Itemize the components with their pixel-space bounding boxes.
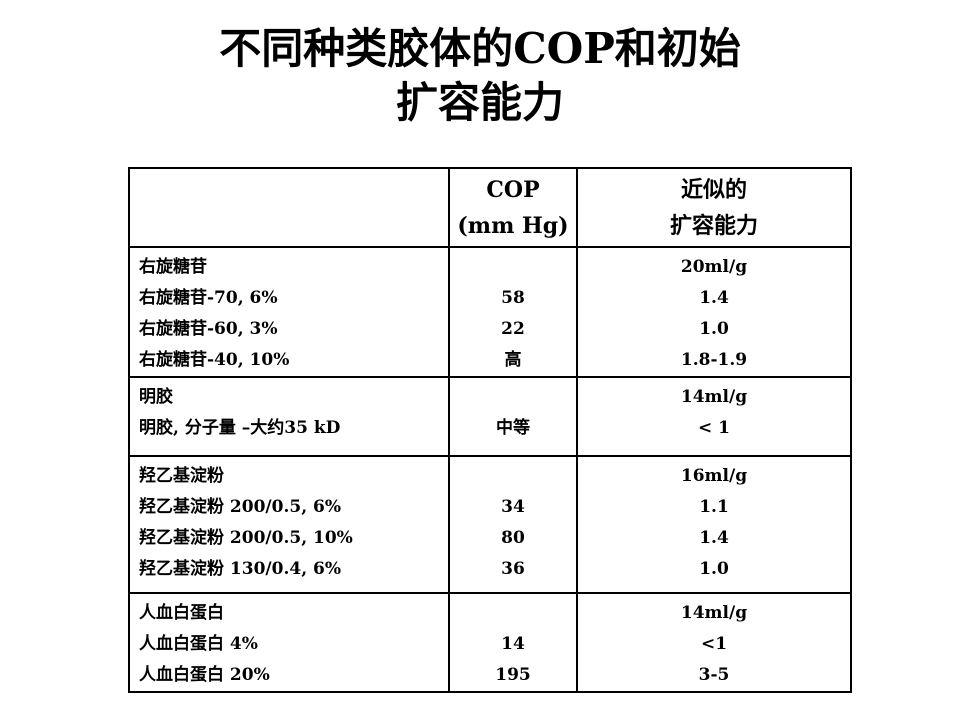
cop-value — [450, 382, 576, 413]
name-cell: 右旋糖苷 右旋糖苷-70, 6% 右旋糖苷-60, 3% 右旋糖苷-40, 10… — [128, 246, 450, 378]
cop-cell: 58 22 高 — [448, 246, 578, 378]
name-cell: 明胶 明胶, 分子量 –大约35 kD — [128, 376, 450, 457]
colloid-name: 羟乙基淀粉 130/0.4, 6% — [139, 559, 342, 579]
title-line-2: 扩容能力 — [395, 78, 564, 127]
expansion-value: 1.4 — [699, 528, 729, 548]
colloid-table: COP (mm Hg) 近似的 扩容能力 右旋糖苷 右旋糖苷-70, 6% 右旋… — [128, 167, 852, 693]
header-name-cell — [128, 167, 450, 248]
expansion-value: 20ml/g — [680, 257, 748, 277]
cop-value: 36 — [501, 559, 525, 579]
cop-value: 195 — [495, 665, 531, 685]
colloid-name: 人血白蛋白 — [139, 603, 224, 623]
table-row-dextran: 右旋糖苷 右旋糖苷-70, 6% 右旋糖苷-60, 3% 右旋糖苷-40, 10… — [128, 246, 852, 378]
page-title: 不同种类胶体的COP和初始 扩容能力 — [0, 22, 960, 130]
expansion-value: 1.8-1.9 — [680, 350, 748, 370]
table-row-albumin: 人血白蛋白 人血白蛋白 4% 人血白蛋白 20% 14 195 14ml/g <… — [128, 592, 852, 693]
colloid-name: 羟乙基淀粉 — [139, 466, 224, 486]
expansion-value: 1.0 — [699, 319, 729, 339]
cop-value — [450, 252, 576, 283]
cop-value: 高 — [504, 350, 522, 370]
cop-value: 80 — [501, 528, 525, 548]
colloid-name: 明胶, 分子量 –大约35 kD — [139, 418, 341, 438]
header-expansion-cell: 近似的 扩容能力 — [576, 167, 852, 248]
expansion-cell: 14ml/g <1 3-5 — [576, 592, 852, 693]
header-expansion-label-2: 扩容能力 — [669, 212, 758, 239]
colloid-name: 羟乙基淀粉 200/0.5, 10% — [139, 528, 353, 548]
expansion-value: 1.1 — [699, 497, 729, 517]
header-cop-label: COP — [486, 176, 540, 203]
expansion-value: 1.0 — [699, 559, 729, 579]
name-cell: 羟乙基淀粉 羟乙基淀粉 200/0.5, 6% 羟乙基淀粉 200/0.5, 1… — [128, 455, 450, 594]
cop-value: 中等 — [496, 418, 530, 438]
table-row-gelatin: 明胶 明胶, 分子量 –大约35 kD 中等 14ml/g < 1 — [128, 376, 852, 457]
expansion-cell: 14ml/g < 1 — [576, 376, 852, 457]
colloid-name: 右旋糖苷-70, 6% — [139, 288, 278, 308]
colloid-name: 右旋糖苷-60, 3% — [139, 319, 278, 339]
name-cell: 人血白蛋白 人血白蛋白 4% 人血白蛋白 20% — [128, 592, 450, 693]
cop-cell: 34 80 36 — [448, 455, 578, 594]
table-header-row: COP (mm Hg) 近似的 扩容能力 — [128, 167, 852, 248]
cop-cell: 中等 — [448, 376, 578, 457]
expansion-value: 16ml/g — [680, 466, 748, 486]
cop-value — [450, 461, 576, 492]
cop-value: 14 — [501, 634, 525, 654]
cop-value: 22 — [501, 319, 525, 339]
title-line-1: 不同种类胶体的COP和初始 — [219, 24, 741, 73]
expansion-cell: 16ml/g 1.1 1.4 1.0 — [576, 455, 852, 594]
colloid-name: 人血白蛋白 4% — [139, 634, 258, 654]
header-cop-unit: (mm Hg) — [457, 212, 569, 239]
expansion-value: 14ml/g — [680, 387, 748, 407]
colloid-name: 右旋糖苷 — [139, 257, 207, 277]
expansion-value: <1 — [700, 634, 728, 654]
table-row-hydroxyethyl-starch: 羟乙基淀粉 羟乙基淀粉 200/0.5, 6% 羟乙基淀粉 200/0.5, 1… — [128, 455, 852, 594]
expansion-value: 14ml/g — [680, 603, 748, 623]
expansion-cell: 20ml/g 1.4 1.0 1.8-1.9 — [576, 246, 852, 378]
cop-cell: 14 195 — [448, 592, 578, 693]
expansion-value: 3-5 — [698, 665, 730, 685]
header-cop-cell: COP (mm Hg) — [448, 167, 578, 248]
expansion-value: 1.4 — [699, 288, 729, 308]
expansion-value: < 1 — [698, 418, 730, 438]
colloid-name: 明胶 — [139, 387, 173, 407]
colloid-name: 人血白蛋白 20% — [139, 665, 270, 685]
cop-value: 58 — [501, 288, 525, 308]
cop-value — [450, 598, 576, 629]
header-expansion-label-1: 近似的 — [680, 176, 747, 203]
colloid-name: 羟乙基淀粉 200/0.5, 6% — [139, 497, 342, 517]
cop-value: 34 — [501, 497, 525, 517]
colloid-name: 右旋糖苷-40, 10% — [139, 350, 290, 370]
